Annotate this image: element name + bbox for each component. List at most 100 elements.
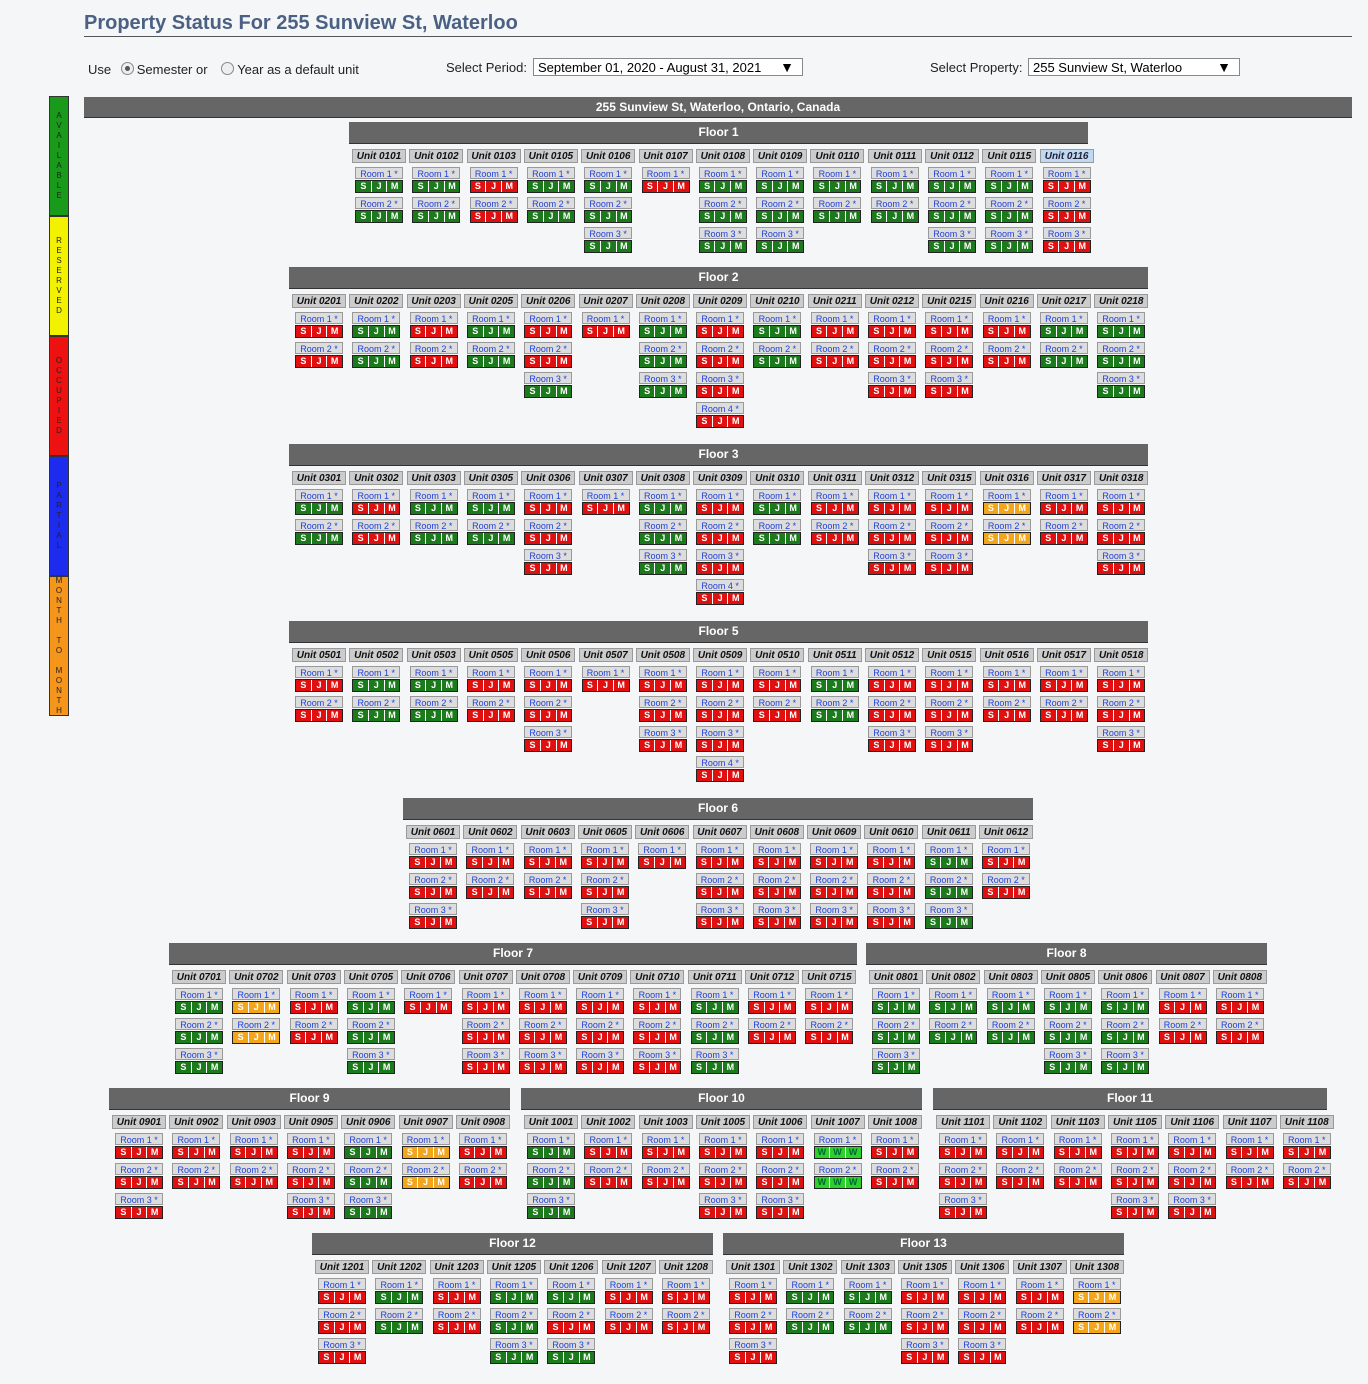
room-label[interactable]: Room 1 * — [638, 843, 687, 855]
semester-status[interactable]: J — [483, 680, 500, 691]
unit-label[interactable]: Unit 1302 — [783, 1260, 838, 1274]
semester-status[interactable]: M — [551, 1032, 566, 1043]
semester-status[interactable]: M — [1129, 680, 1145, 691]
semester-status[interactable]: M — [384, 680, 400, 691]
room-label[interactable]: Room 1 * — [872, 988, 920, 1000]
room-label[interactable]: Room 3 * — [633, 1048, 682, 1060]
unit-label[interactable]: Unit 1106 — [1165, 1115, 1220, 1129]
semester-status[interactable]: M — [673, 1177, 689, 1188]
semester-status[interactable]: M — [350, 1352, 366, 1363]
semester-status[interactable]: S — [754, 326, 771, 337]
room-label[interactable]: Room 2 * — [489, 1308, 538, 1320]
semester-status[interactable]: M — [350, 1322, 366, 1333]
semester-status[interactable]: J — [941, 533, 958, 544]
semester-status[interactable]: J — [428, 211, 445, 222]
semester-status[interactable]: J — [540, 356, 557, 367]
room-label[interactable]: Room 3 * — [584, 227, 633, 239]
room-label[interactable]: Room 1 * — [466, 489, 515, 501]
unit-label[interactable]: Unit 0212 — [865, 294, 919, 308]
semester-status[interactable]: M — [971, 1177, 987, 1188]
semester-status[interactable]: J — [1056, 326, 1073, 337]
semester-status[interactable]: J — [540, 857, 556, 868]
semester-status[interactable]: J — [764, 1002, 781, 1013]
semester-status[interactable]: J — [772, 211, 789, 222]
semester-status[interactable]: M — [727, 917, 743, 928]
unit-label[interactable]: Unit 0906 — [341, 1115, 396, 1129]
semester-status[interactable]: J — [826, 917, 843, 928]
semester-status[interactable]: S — [959, 1292, 975, 1303]
semester-status[interactable]: S — [410, 887, 426, 898]
semester-status[interactable]: M — [264, 1002, 280, 1013]
semester-status[interactable]: J — [888, 1062, 905, 1073]
room-label[interactable]: Room 2 * — [1015, 1308, 1064, 1320]
semester-status[interactable]: M — [433, 1147, 449, 1158]
semester-status[interactable]: S — [873, 1032, 889, 1043]
semester-status[interactable]: M — [731, 1147, 746, 1158]
unit-label[interactable]: Unit 0107 — [638, 149, 693, 163]
semester-status[interactable]: J — [715, 211, 732, 222]
room-label[interactable]: Room 1 * — [786, 1278, 835, 1290]
semester-status[interactable]: M — [957, 887, 972, 898]
semester-status[interactable]: M — [441, 680, 457, 691]
room-label[interactable]: Room 1 * — [633, 988, 682, 1000]
semester-status[interactable]: S — [873, 1062, 889, 1073]
room-label[interactable]: Room 3 * — [1168, 1193, 1217, 1205]
semester-status[interactable]: M — [971, 1147, 987, 1158]
semester-status[interactable]: S — [1040, 680, 1057, 691]
semester-status[interactable]: S — [1098, 326, 1114, 337]
semester-status[interactable]: M — [671, 326, 686, 337]
semester-status[interactable]: M — [785, 326, 801, 337]
semester-status[interactable]: M — [1072, 356, 1087, 367]
semester-status[interactable]: J — [772, 181, 789, 192]
semester-status[interactable]: J — [1012, 1177, 1029, 1188]
semester-status[interactable]: J — [1056, 710, 1073, 721]
semester-status[interactable]: M — [957, 917, 972, 928]
semester-status[interactable]: J — [449, 1322, 465, 1333]
semester-status[interactable]: M — [559, 181, 574, 192]
room-label[interactable]: Room 2 * — [409, 873, 457, 885]
semester-status[interactable]: S — [525, 680, 541, 691]
room-label[interactable]: Room 1 * — [813, 167, 862, 179]
semester-status[interactable]: S — [639, 356, 656, 367]
semester-status[interactable]: J — [658, 1177, 674, 1188]
semester-status[interactable]: M — [613, 857, 628, 868]
room-label[interactable]: Room 1 * — [641, 167, 690, 179]
semester-status[interactable]: S — [1169, 1147, 1185, 1158]
room-label[interactable]: Room 2 * — [524, 519, 573, 531]
room-label[interactable]: Room 2 * — [925, 342, 974, 354]
semester-status[interactable]: M — [493, 1002, 509, 1013]
semester-status[interactable]: M — [436, 1002, 452, 1013]
semester-status[interactable]: M — [444, 211, 460, 222]
semester-status[interactable]: S — [605, 1322, 622, 1333]
semester-status[interactable]: M — [556, 710, 572, 721]
semester-status[interactable]: M — [1190, 1032, 1206, 1043]
semester-status[interactable]: J — [540, 563, 557, 574]
semester-status[interactable]: M — [903, 181, 918, 192]
semester-status[interactable]: J — [597, 857, 614, 868]
semester-status[interactable]: J — [1242, 1147, 1258, 1158]
room-label[interactable]: Room 2 * — [868, 519, 916, 531]
semester-status[interactable]: M — [499, 680, 514, 691]
semester-status[interactable]: M — [616, 181, 632, 192]
semester-status[interactable]: S — [1102, 1062, 1118, 1073]
unit-label[interactable]: Unit 1307 — [1012, 1260, 1067, 1274]
unit-label[interactable]: Unit 0602 — [463, 825, 518, 839]
semester-status[interactable]: J — [1117, 1002, 1134, 1013]
room-label[interactable]: Room 2 * — [696, 519, 745, 531]
semester-status[interactable]: J — [821, 1032, 838, 1043]
semester-status[interactable]: W — [814, 1147, 831, 1158]
semester-status[interactable]: M — [464, 1322, 480, 1333]
semester-status[interactable]: J — [1242, 1177, 1258, 1188]
room-label[interactable]: Room 2 * — [813, 1163, 862, 1175]
semester-status[interactable]: S — [929, 181, 945, 192]
room-label[interactable]: Room 2 * — [461, 1018, 510, 1030]
semester-status[interactable]: S — [730, 1322, 746, 1333]
semester-status[interactable]: J — [475, 1147, 492, 1158]
semester-status[interactable]: J — [311, 503, 328, 514]
semester-status[interactable]: J — [248, 1032, 265, 1043]
semester-status[interactable]: J — [650, 1062, 666, 1073]
semester-status[interactable]: S — [699, 241, 716, 252]
room-label[interactable]: Room 1 * — [982, 666, 1031, 678]
semester-status[interactable]: S — [983, 887, 999, 898]
semester-status[interactable]: S — [1043, 181, 1060, 192]
